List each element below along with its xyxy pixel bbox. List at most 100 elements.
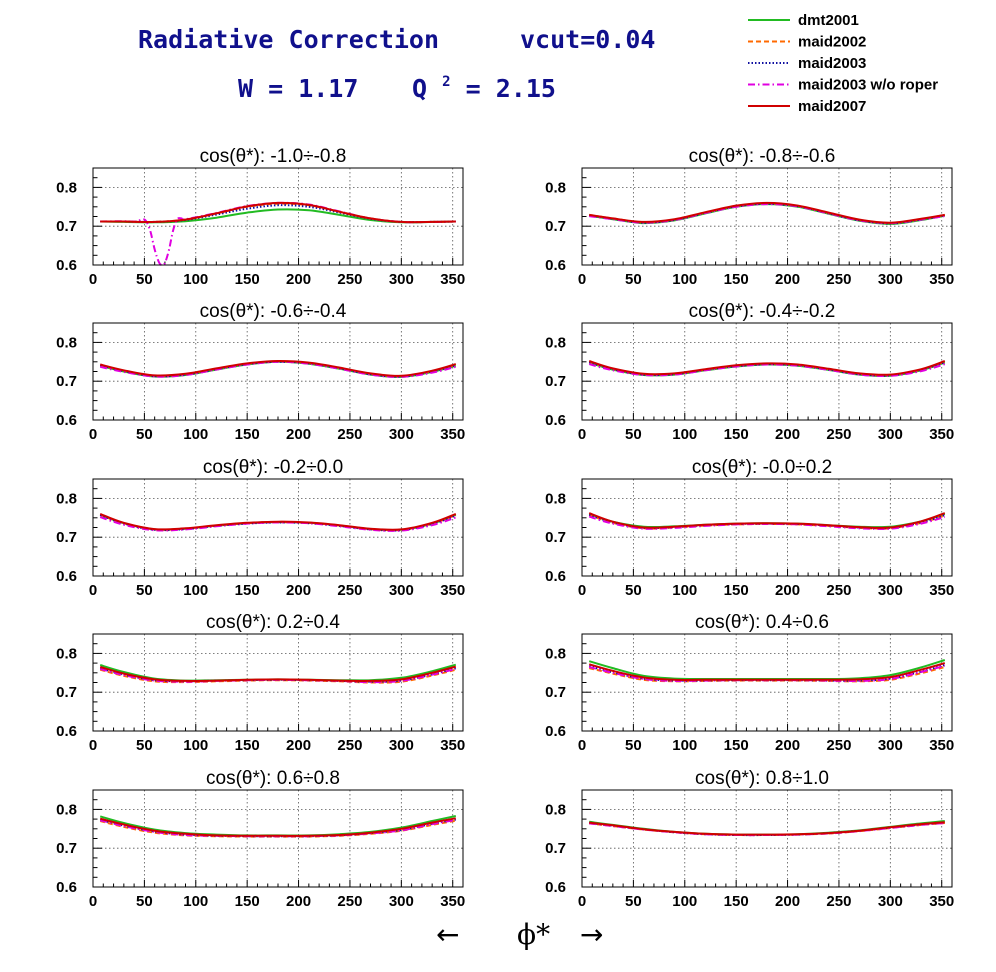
x-tick-label: 300 — [878, 582, 903, 599]
x-tick-label: 350 — [440, 426, 465, 443]
y-tick-label: 0.7 — [545, 840, 566, 857]
x-tick-label: 50 — [136, 271, 153, 288]
series-line-2 — [100, 204, 456, 224]
series-line-4 — [589, 821, 945, 836]
y-tick-label: 0.6 — [56, 568, 77, 585]
plot-frame — [581, 789, 953, 888]
x-tick-label: 250 — [337, 737, 362, 754]
panel-title: cos(θ*): -0.0÷0.2 — [692, 457, 832, 478]
x-tick-label: 200 — [775, 426, 800, 443]
y-tick-label: 0.8 — [56, 645, 77, 662]
x-tick-label: 0 — [89, 737, 97, 754]
x-tick-label: 50 — [625, 737, 642, 754]
x-tick-label: 100 — [672, 426, 697, 443]
x-tick-label: 250 — [826, 893, 851, 910]
y-tick-label: 0.7 — [56, 218, 77, 235]
y-tick-label: 0.6 — [545, 879, 566, 896]
figure-kinematics: W = 1.17 Q 2 = 2.15 — [238, 63, 556, 103]
panel-title: cos(θ*): -0.8÷-0.6 — [689, 146, 836, 167]
panel-title: cos(θ*): 0.6÷0.8 — [206, 768, 340, 789]
x-tick-label: 150 — [235, 737, 260, 754]
y-tick-label: 0.8 — [545, 645, 566, 662]
y-tick-label: 0.8 — [545, 801, 566, 818]
x-tick-label: 250 — [337, 426, 362, 443]
plot-frame — [581, 322, 953, 421]
plot-frame — [581, 478, 953, 577]
legend-label-0: dmt2001 — [798, 12, 859, 29]
x-tick-label: 0 — [578, 737, 586, 754]
x-tick-label: 150 — [235, 426, 260, 443]
x-tick-label: 250 — [337, 271, 362, 288]
x-tick-label: 300 — [878, 737, 903, 754]
x-tick-label: 300 — [389, 737, 414, 754]
panel-title: cos(θ*): 0.4÷0.6 — [695, 612, 829, 633]
x-tick-label: 300 — [878, 271, 903, 288]
x-tick-label: 100 — [672, 893, 697, 910]
plot-frame — [92, 633, 464, 732]
series-line-1 — [589, 202, 946, 225]
x-tick-label: 300 — [389, 582, 414, 599]
x-axis-label: ϕ* — [517, 918, 550, 951]
x-tick-label: 200 — [286, 893, 311, 910]
plot-frame — [581, 633, 953, 732]
x-tick-label: 350 — [929, 582, 954, 599]
y-tick-label: 0.6 — [545, 412, 566, 429]
x-tick-label: 0 — [89, 271, 97, 288]
x-tick-label: 150 — [235, 582, 260, 599]
title-kin-q-val: = 2.15 — [466, 74, 556, 103]
title-vcut: vcut=0.04 — [520, 25, 655, 54]
series-line-4 — [589, 201, 945, 224]
y-tick-label: 0.8 — [545, 179, 566, 196]
panel-7: cos(θ*): 0.4÷0.6 0 50 100 150 200 250 300 350 0.6… — [545, 612, 954, 754]
panel-title: cos(θ*): 0.2÷0.4 — [206, 612, 340, 633]
panel-1: cos(θ*): -0.8÷-0.6 0 50 100 150 200 250 300 350 0… — [545, 146, 954, 288]
series-line-4 — [99, 359, 457, 377]
x-tick-label: 0 — [89, 426, 97, 443]
x-tick-label: 350 — [929, 893, 954, 910]
series-line-4 — [100, 201, 456, 224]
x-tick-label: 100 — [183, 893, 208, 910]
y-tick-label: 0.7 — [545, 684, 566, 701]
y-tick-label: 0.7 — [545, 218, 566, 235]
panel-title: cos(θ*): -1.0÷-0.8 — [200, 146, 347, 167]
x-tick-label: 50 — [625, 271, 642, 288]
x-tick-label: 0 — [578, 426, 586, 443]
x-tick-label: 250 — [337, 582, 362, 599]
x-tick-label: 150 — [235, 893, 260, 910]
plot-frame — [92, 478, 464, 577]
x-tick-label: 100 — [672, 737, 697, 754]
plot-frame — [92, 167, 464, 266]
y-tick-label: 0.7 — [56, 684, 77, 701]
x-tick-label: 350 — [440, 582, 465, 599]
x-tick-label: 50 — [136, 737, 153, 754]
legend: dmt2001 maid2002 maid2003 maid2003 w/o rope… — [748, 12, 938, 115]
x-tick-label: 300 — [389, 271, 414, 288]
panel-3: cos(θ*): -0.4÷-0.2 0 50 100 150 200 250 300 350 0… — [545, 301, 954, 443]
y-tick-label: 0.7 — [56, 529, 77, 546]
series-line-4 — [99, 512, 457, 531]
x-tick-label: 50 — [625, 582, 642, 599]
title-kin-w: W = 1.17 — [238, 74, 358, 103]
x-tick-label: 250 — [826, 737, 851, 754]
x-tick-label: 100 — [183, 737, 208, 754]
x-tick-label: 100 — [672, 271, 697, 288]
x-tick-label: 300 — [389, 893, 414, 910]
legend-label-1: maid2002 — [798, 34, 866, 51]
x-tick-label: 250 — [826, 582, 851, 599]
x-tick-label: 250 — [826, 271, 851, 288]
x-tick-label: 350 — [929, 426, 954, 443]
plot-frame — [581, 167, 953, 266]
y-tick-label: 0.8 — [545, 334, 566, 351]
series-line-1 — [99, 360, 457, 378]
x-tick-label: 150 — [724, 271, 749, 288]
x-tick-label: 50 — [136, 582, 153, 599]
x-tick-label: 150 — [724, 893, 749, 910]
panel-5: cos(θ*): -0.0÷0.2 0 50 100 150 200 250 300 350 0.… — [545, 457, 954, 599]
series-line-4 — [99, 817, 456, 837]
x-tick-label: 150 — [724, 582, 749, 599]
y-tick-label: 0.6 — [56, 257, 77, 274]
series-line-3 — [589, 203, 945, 225]
y-tick-label: 0.7 — [545, 373, 566, 390]
y-tick-label: 0.7 — [56, 373, 77, 390]
x-tick-label: 50 — [625, 893, 642, 910]
